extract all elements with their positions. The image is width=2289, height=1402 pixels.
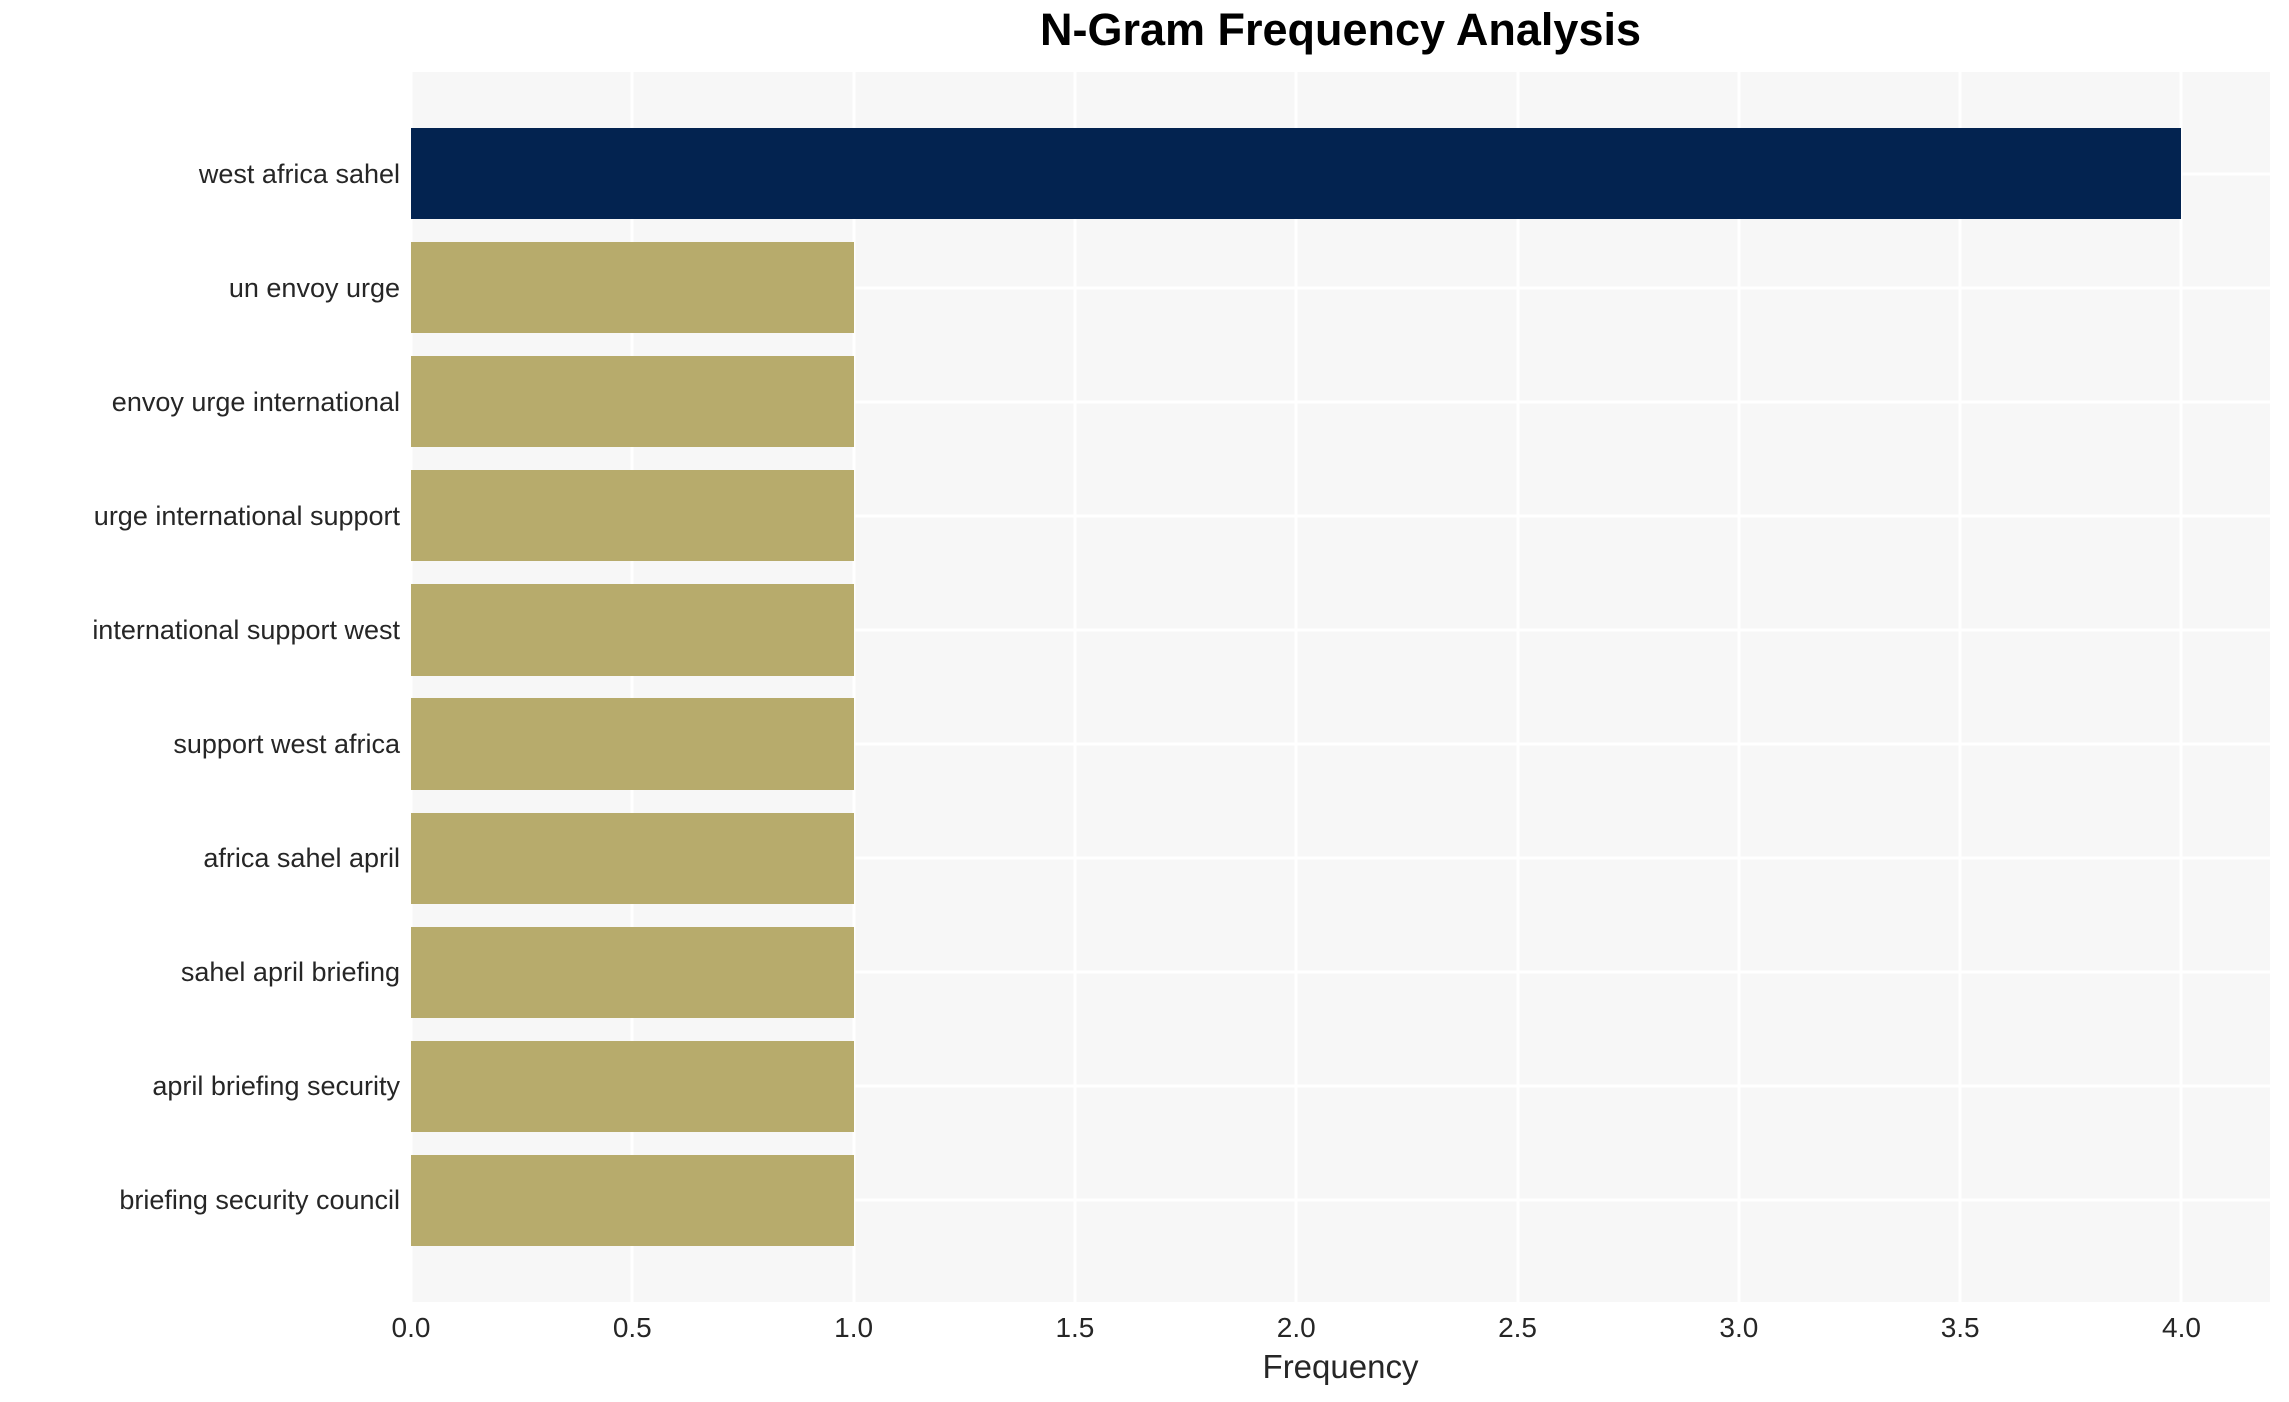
- x-gridline-1.5: [1073, 72, 1077, 1302]
- x-tick-1.5: 1.5: [1055, 1312, 1095, 1343]
- x-tick-0.0: 0.0: [391, 1312, 431, 1343]
- x-tick-1.0: 1.0: [834, 1312, 874, 1343]
- x-tick-2.0: 2.0: [1276, 1312, 1316, 1343]
- x-gridline-1.0: [852, 72, 856, 1302]
- y-gridline-international-support-west: [411, 628, 2270, 632]
- x-gridline-0.0: [409, 72, 413, 1302]
- y-gridline-envoy-urge-international: [411, 400, 2270, 404]
- bar-urge-international-support: [411, 470, 854, 562]
- x-tick-3.0: 3.0: [1719, 1312, 1759, 1343]
- bar-april-briefing-security: [411, 1040, 854, 1132]
- x-gridline-0.5: [630, 72, 634, 1302]
- x-tick-4.0: 4.0: [2162, 1312, 2201, 1343]
- bar-africa-sahel-april: [411, 812, 854, 904]
- x-gridline-4.0: [2179, 72, 2183, 1302]
- bar-international-support-west: [411, 584, 854, 676]
- x-tick-3.5: 3.5: [1940, 1312, 1980, 1343]
- plot-area: [409, 72, 2270, 1302]
- y-label-envoy-urge-international: envoy urge international: [111, 386, 400, 417]
- y-gridline-urge-international-support: [411, 514, 2270, 518]
- y-label-urge-international-support: urge international support: [93, 500, 400, 531]
- y-gridline-un-envoy-urge: [411, 286, 2270, 290]
- bar-briefing-security-council: [411, 1154, 854, 1247]
- bar-support-west-africa: [411, 698, 854, 790]
- y-axis-labels: west africa sahel un envoy urge envoy urge…: [0, 72, 400, 1302]
- y-label-africa-sahel-april: africa sahel april: [203, 843, 400, 874]
- bar-sahel-april-briefing: [411, 926, 854, 1018]
- y-gridline-april-briefing-security: [411, 1084, 2270, 1088]
- y-label-april-briefing-security: april briefing security: [152, 1071, 400, 1102]
- x-gridline-3.5: [1958, 72, 1962, 1302]
- y-label-west-africa-sahel: west africa sahel: [198, 158, 400, 189]
- bar-un-envoy-urge: [411, 242, 854, 334]
- y-label-briefing-security-council: briefing security council: [119, 1185, 400, 1216]
- x-axis-title: Frequency: [1262, 1348, 1419, 1385]
- x-axis-ticks: 0.0 0.5 1.0 1.5 2.0 2.5 3.0 3.5 4.0: [392, 1310, 2270, 1346]
- y-gridline-sahel-april-briefing: [411, 970, 2270, 974]
- y-label-un-envoy-urge: un envoy urge: [228, 272, 400, 303]
- x-gridline-2.5: [1516, 72, 1520, 1302]
- y-label-international-support-west: international support west: [92, 614, 400, 645]
- bar-west-africa-sahel: [411, 127, 2182, 220]
- chart-title: N-Gram Frequency Analysis: [1039, 4, 1642, 55]
- x-tick-2.5: 2.5: [1498, 1312, 1538, 1343]
- y-gridline-africa-sahel-april: [411, 856, 2270, 860]
- y-gridline-support-west-africa: [411, 742, 2270, 746]
- y-label-sahel-april-briefing: sahel april briefing: [180, 957, 400, 988]
- y-label-support-west-africa: support west africa: [173, 729, 400, 760]
- bar-envoy-urge-international: [411, 356, 854, 448]
- y-gridline-briefing-security-council: [411, 1198, 2270, 1202]
- x-gridline-2.0: [1294, 72, 1298, 1302]
- x-gridline-3.0: [1737, 72, 1741, 1302]
- x-tick-0.5: 0.5: [612, 1312, 652, 1343]
